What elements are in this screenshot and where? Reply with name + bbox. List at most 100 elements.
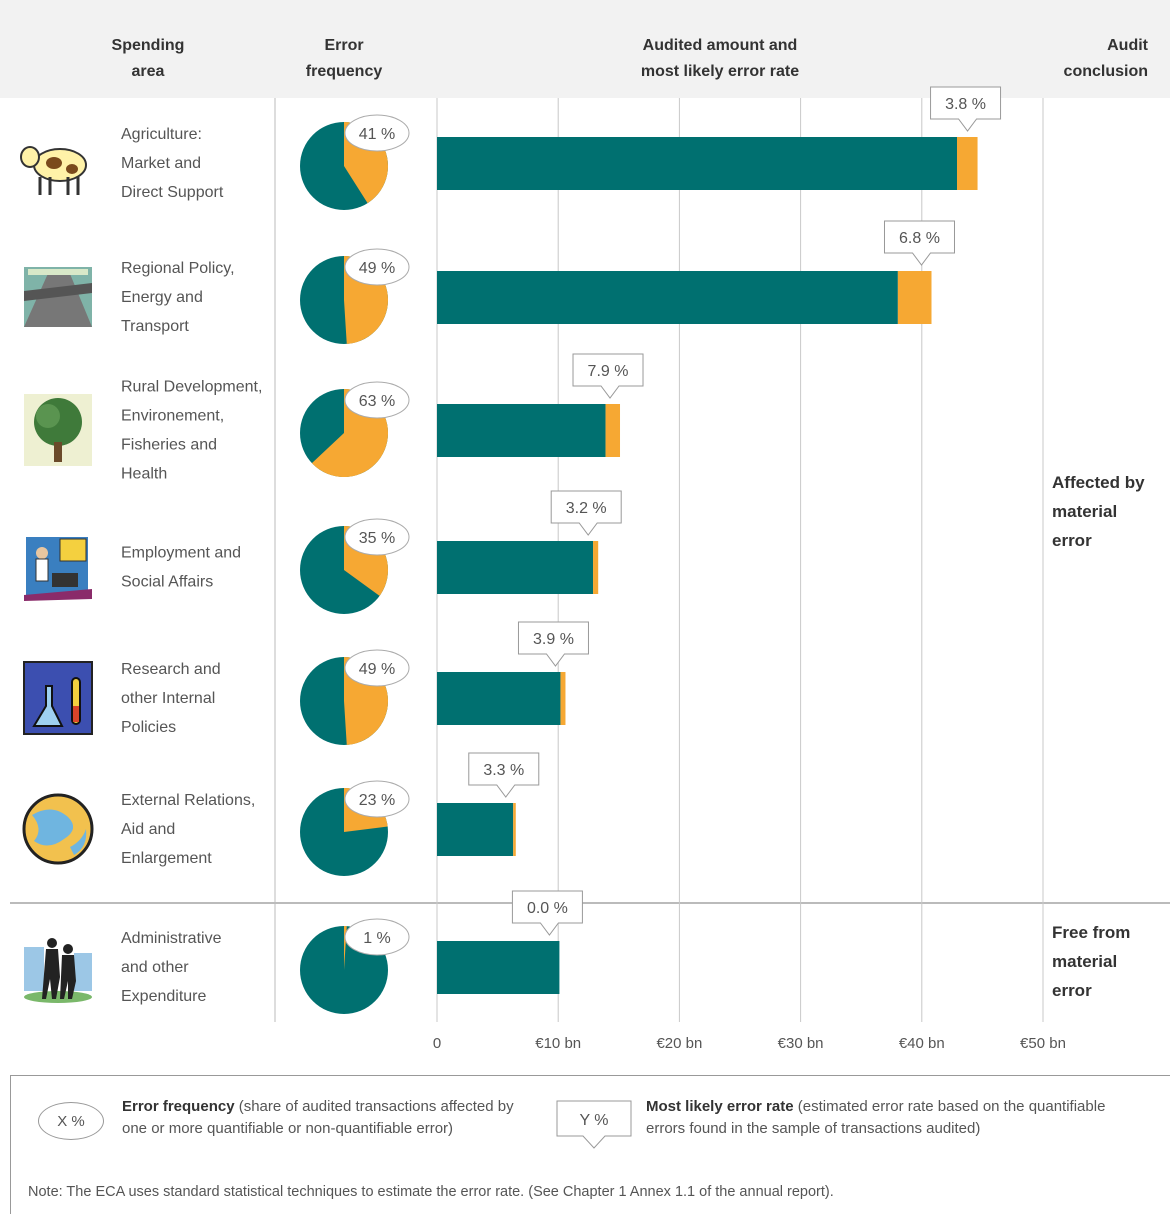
error-amount-bar bbox=[593, 541, 599, 594]
frequency-label-bubble bbox=[344, 918, 410, 956]
error-rate-callout bbox=[550, 490, 622, 536]
header-conclusion: conclusion bbox=[1064, 63, 1148, 80]
x-tick-label: €50 bn bbox=[1020, 1035, 1066, 1052]
highway-icon bbox=[24, 267, 92, 327]
frequency-label: 35 % bbox=[359, 530, 395, 547]
error-rate-label: 3.2 % bbox=[566, 500, 607, 517]
frequency-label: 49 % bbox=[359, 661, 395, 678]
error-rate-label: 7.9 % bbox=[588, 363, 629, 380]
x-tick-label: €30 bn bbox=[778, 1035, 824, 1052]
legend-rate-title: Most likely error rate bbox=[646, 1098, 794, 1115]
header-audited: most likely error rate bbox=[641, 63, 799, 80]
tree-icon bbox=[24, 394, 92, 466]
category-label: Rural Development, bbox=[121, 379, 262, 396]
category-label: Agriculture: bbox=[121, 126, 202, 143]
frequency-label: 63 % bbox=[359, 393, 395, 410]
audited-amount-bar bbox=[437, 941, 560, 994]
spending-row: Administrative and other Expenditure 1 % 0.0… bbox=[24, 890, 583, 1014]
category-label: Energy and bbox=[121, 289, 203, 306]
category-label: and other bbox=[121, 959, 189, 976]
x-axis-ticks: 0 €10 bn €20 bn €30 bn €40 bn €50 bn bbox=[433, 1035, 1066, 1052]
spending-row: Rural Development, Environement, Fisheries… bbox=[24, 353, 644, 483]
frequency-label: 49 % bbox=[359, 260, 395, 277]
legend-rate-sample-box: Y % bbox=[556, 1100, 632, 1149]
spending-row: Regional Policy, Energy and Transport 49 % 6… bbox=[24, 220, 955, 344]
error-rate-label: 3.9 % bbox=[533, 631, 574, 648]
category-label: Fisheries and bbox=[121, 437, 217, 454]
audit-conclusion-text: material bbox=[1052, 952, 1117, 971]
header-spending-area: Spending bbox=[112, 37, 185, 54]
x-tick-label: 0 bbox=[433, 1035, 441, 1052]
frequency-label-bubble bbox=[344, 381, 410, 419]
spending-row: Agriculture: Market and Direct Support 41 %… bbox=[20, 86, 1002, 210]
category-label: External Relations, bbox=[121, 792, 255, 809]
x-tick-label: €40 bn bbox=[899, 1035, 945, 1052]
audited-amount-bar bbox=[437, 404, 606, 457]
category-label: Enlargement bbox=[121, 850, 212, 867]
audited-amount-bar bbox=[437, 672, 561, 725]
footnote: Note: The ECA uses standard statistical … bbox=[28, 1184, 834, 1200]
error-rate-label: 3.3 % bbox=[483, 762, 524, 779]
category-label: Market and bbox=[121, 155, 201, 172]
spending-row: External Relations, Aid and Enlargement 23 … bbox=[22, 752, 540, 876]
legend-frequency-title: Error frequency bbox=[122, 1098, 235, 1115]
spending-row: Research and other Internal Policies 49 % 3.… bbox=[23, 621, 589, 745]
legend-box bbox=[10, 1075, 1170, 1214]
legend-rate-text: Most likely error rate (estimated error … bbox=[646, 1096, 1126, 1140]
frequency-label-bubble bbox=[344, 248, 410, 286]
office-workers-icon bbox=[24, 537, 92, 601]
frequency-label-bubble bbox=[344, 518, 410, 556]
category-label: Transport bbox=[121, 318, 189, 335]
spending-row: Employment and Social Affairs 35 % 3.2 % bbox=[24, 490, 622, 614]
error-rate-callout bbox=[517, 621, 589, 667]
category-label: Expenditure bbox=[121, 988, 206, 1005]
error-rate-label: 6.8 % bbox=[899, 230, 940, 247]
header-spending-area: area bbox=[132, 63, 165, 80]
category-label: Regional Policy, bbox=[121, 260, 235, 277]
x-tick-label: €10 bn bbox=[535, 1035, 581, 1052]
frequency-label: 1 % bbox=[363, 930, 391, 947]
legend-frequency-desc: (share of audited transactions affected … bbox=[122, 1098, 514, 1137]
category-label: Environement, bbox=[121, 408, 224, 425]
error-rate-callout bbox=[930, 86, 1002, 132]
error-amount-bar bbox=[957, 137, 978, 190]
category-label: Research and bbox=[121, 661, 221, 678]
header-audited: Audited amount and bbox=[643, 37, 798, 54]
category-label: Health bbox=[121, 466, 167, 483]
category-label: Social Affairs bbox=[121, 574, 213, 591]
audited-amount-bar bbox=[437, 803, 514, 856]
category-label: Direct Support bbox=[121, 184, 224, 201]
audit-conclusion-text: Affected by bbox=[1052, 473, 1145, 492]
header-row: Spending area Error frequency Audited amount… bbox=[0, 0, 1170, 98]
error-rate-callout bbox=[572, 353, 644, 399]
frequency-label: 23 % bbox=[359, 792, 395, 809]
category-label: Employment and bbox=[121, 545, 241, 562]
category-label: Policies bbox=[121, 719, 176, 736]
legend-frequency-text: Error frequency (share of audited transa… bbox=[122, 1096, 542, 1140]
audited-amount-bar bbox=[437, 271, 898, 324]
category-label: Administrative bbox=[121, 930, 222, 947]
legend-rate-sample: Y % bbox=[579, 1112, 608, 1129]
cow-icon bbox=[20, 146, 87, 195]
error-amount-bar bbox=[605, 404, 621, 457]
frequency-label-bubble bbox=[344, 114, 410, 152]
laboratory-icon bbox=[23, 661, 93, 735]
category-label: Aid and bbox=[121, 821, 175, 838]
category-label: other Internal bbox=[121, 690, 215, 707]
legend-rate-desc: (estimated error rate based on the quant… bbox=[646, 1098, 1106, 1137]
error-rate-callout bbox=[511, 890, 583, 936]
frequency-label-bubble bbox=[344, 649, 410, 687]
legend-frequency-sample: X % bbox=[38, 1102, 104, 1140]
header-conclusion: Audit bbox=[1107, 37, 1149, 54]
header-error-frequency: frequency bbox=[306, 63, 383, 80]
audit-conclusions: Affected by material error Free from materia… bbox=[1052, 473, 1145, 1000]
x-tick-label: €20 bn bbox=[656, 1035, 702, 1052]
error-amount-bar bbox=[513, 803, 516, 856]
audit-conclusion-text: Free from bbox=[1052, 923, 1130, 942]
audit-conclusion-text: error bbox=[1052, 981, 1092, 1000]
audit-conclusion-text: material bbox=[1052, 502, 1117, 521]
business-people-icon bbox=[24, 938, 92, 1003]
error-amount-bar bbox=[560, 672, 566, 725]
error-rate-callout bbox=[468, 752, 540, 798]
audited-amount-bar bbox=[437, 137, 958, 190]
